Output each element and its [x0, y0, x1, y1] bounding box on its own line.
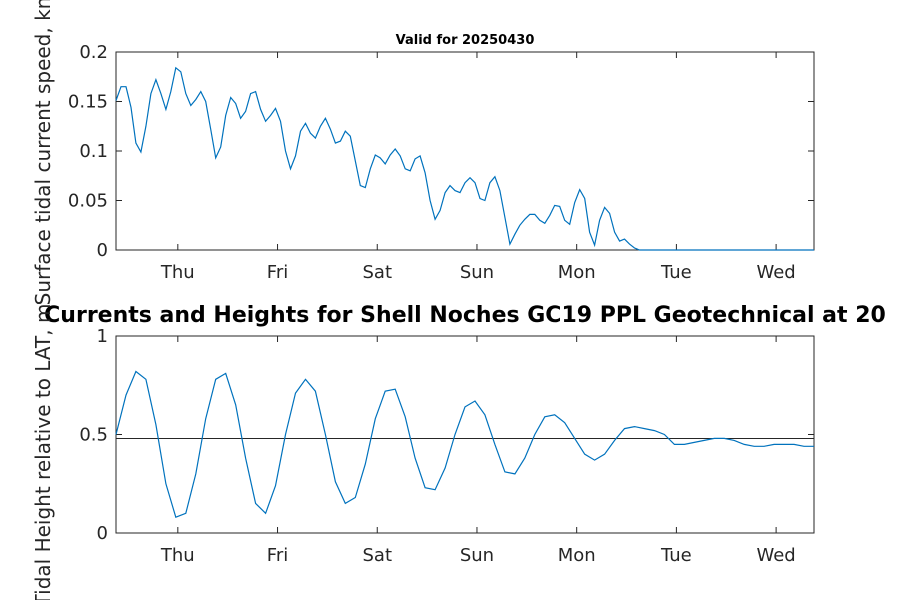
panel1-title: Valid for 20250430: [396, 33, 535, 48]
panel1-ytick-label: 0: [97, 240, 108, 261]
panel1-ytick-label: 0.1: [79, 141, 108, 162]
panel2-xtick-label: Sun: [460, 545, 494, 566]
panel2-xtick-label: Wed: [756, 545, 795, 566]
panel1-xtick-label: Sat: [362, 262, 392, 283]
panel2-plot-area: [115, 335, 815, 534]
panel1-xtick-label: Sun: [460, 262, 494, 283]
panel1-plot-area: [115, 51, 815, 251]
panel2-xtick-label: Tue: [660, 545, 692, 566]
panel1-xtick-label: Fri: [267, 262, 288, 283]
panel2-ytick-label: 0: [97, 523, 108, 544]
panel1-xtick-label: Mon: [558, 262, 596, 283]
panel2-ylabel: Tidal Height relative to LAT, m: [31, 304, 55, 600]
panel1-xtick-label: Tue: [660, 262, 692, 283]
panel1-xtick-label: Wed: [756, 262, 795, 283]
panel1-ytick-label: 0.05: [68, 191, 108, 212]
panel2-ytick-label: 1: [97, 326, 108, 347]
panel2-xtick-label: Mon: [558, 545, 596, 566]
panel2-ytick-label: 0.5: [79, 425, 108, 446]
panel1-ytick-label: 0.15: [68, 92, 108, 113]
panel2-xtick-label: Thu: [160, 545, 195, 566]
panel1-ylabel: Surface tidal current speed, kn: [31, 0, 55, 305]
panel2-xtick-label: Sat: [362, 545, 392, 566]
panel2-title: Currents and Heights for Shell Noches GC…: [44, 303, 886, 328]
panel1-series-line: [115, 66, 814, 251]
panel1-ytick-label: 0.2: [79, 42, 108, 63]
panel2-xtick-label: Fri: [267, 545, 288, 566]
panel2-series-line: [115, 370, 814, 518]
panel1-xtick-label: Thu: [160, 262, 195, 283]
